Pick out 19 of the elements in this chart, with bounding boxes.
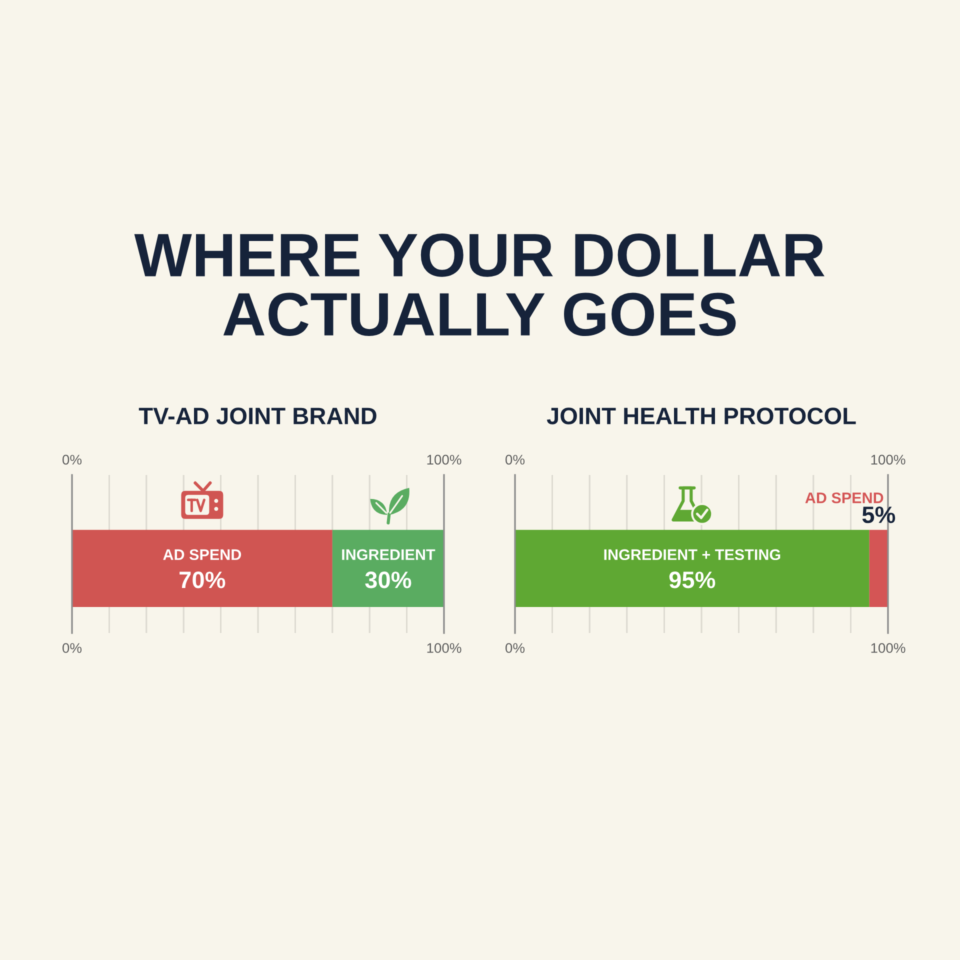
x-tick-label: 0%: [62, 454, 82, 465]
chart-title: WHERE YOUR DOLLAR ACTUALLY GOES: [134, 234, 824, 336]
x2-tick-label: 100%: [427, 643, 462, 653]
x-tick-label: 0%: [506, 454, 525, 465]
x-tick-label: 100%: [427, 454, 462, 465]
data-label: 5%: [862, 506, 896, 524]
x2-tick-label: 100%: [871, 643, 906, 653]
x-tick-label: 100%: [871, 454, 906, 465]
series-label: AD SPEND: [163, 549, 242, 560]
data-label: 30%: [365, 572, 412, 588]
x2-tick-label: 0%: [506, 643, 525, 653]
data-label: 70%: [180, 572, 226, 588]
series-label: INGREDIENT + TESTING: [604, 549, 780, 560]
series-label: INGREDIENT: [342, 549, 436, 560]
chart-subtitle: JOINT HEALTH PROTOCOL: [546, 408, 856, 424]
chart-subtitle: TV-AD JOINT BRAND: [138, 408, 376, 424]
x2-tick-label: 0%: [62, 643, 82, 653]
series-label: AD SPEND: [805, 492, 884, 504]
data-label: 95%: [669, 572, 716, 588]
